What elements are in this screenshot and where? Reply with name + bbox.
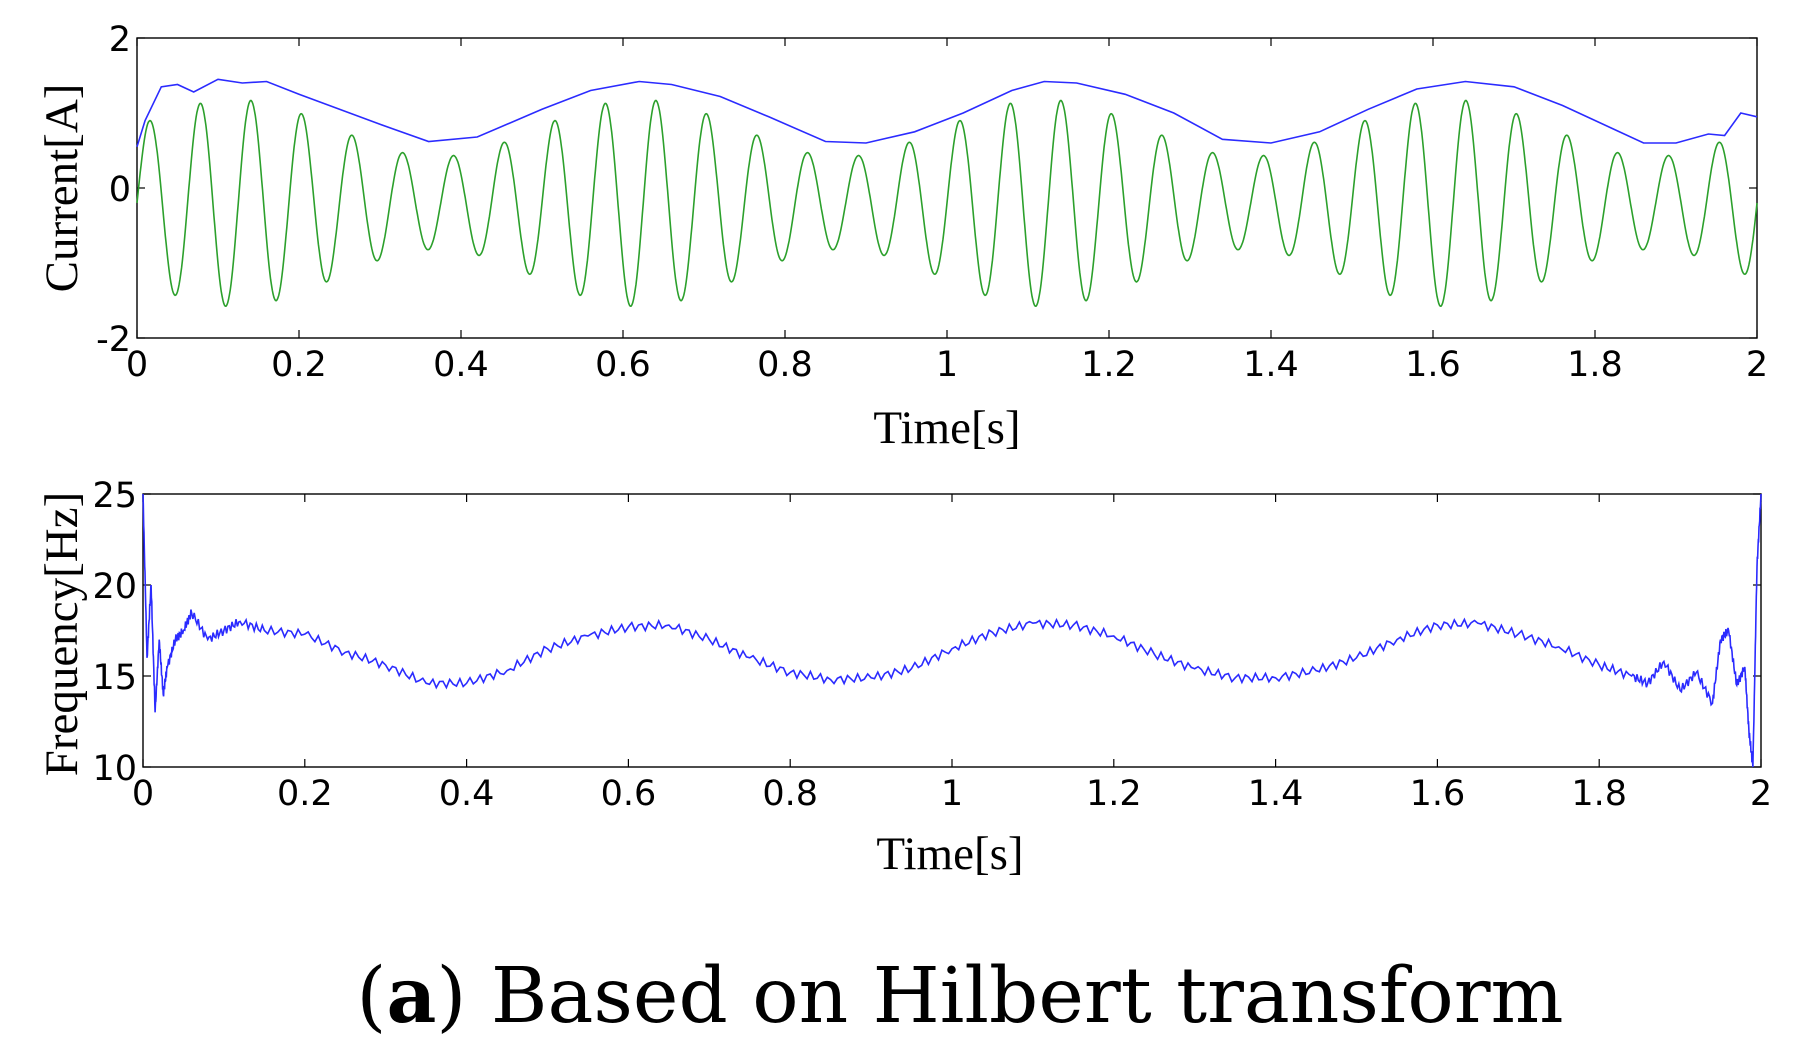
current-y-ticks: -2 0 2 (96, 20, 1757, 360)
caption-text: ) Based on Hilbert transform (436, 952, 1563, 1041)
x-tick-label: 2 (1750, 774, 1772, 814)
y-tick-label: -2 (96, 320, 131, 360)
x-tick-label: 0.8 (762, 774, 818, 814)
x-tick-label: 0.4 (439, 774, 495, 814)
x-tick-label: 1.6 (1405, 345, 1461, 385)
x-tick-label: 1.4 (1243, 345, 1299, 385)
series-line-current (136, 99, 1758, 308)
x-tick-label: 0 (132, 774, 154, 814)
x-tick-label: 2 (1746, 345, 1768, 385)
x-tick-label: 1 (941, 774, 963, 814)
x-tick-label: 0.6 (601, 774, 657, 814)
frequency-x-ticks: 0 0.2 0.4 0.6 0.8 1 1.2 1.4 1.6 1.8 2 (132, 494, 1772, 814)
y-tick-label: 10 (92, 749, 137, 789)
frequency-x-axis-title: Time[s] (876, 828, 1023, 880)
x-tick-label: 1.4 (1248, 774, 1304, 814)
current-plot-area (136, 37, 1758, 339)
caption-open-paren: ( (356, 952, 386, 1041)
x-tick-label: 0.8 (757, 345, 813, 385)
frequency-series (142, 493, 1762, 768)
y-tick-label: 15 (92, 658, 137, 698)
y-tick-label: 20 (92, 567, 137, 607)
frequency-plot-area (142, 493, 1762, 768)
x-tick-label: 1.8 (1567, 345, 1623, 385)
x-tick-label: 0.6 (595, 345, 651, 385)
current-chart: 0 0.2 0.4 0.6 0.8 1 1.2 1.4 1.6 1.8 2 -202 Time[s]… (36, 20, 1768, 454)
current-x-axis-title: Time[s] (873, 402, 1020, 454)
x-tick-label: 1.2 (1086, 774, 1142, 814)
frequency-chart: 0 0.2 0.4 0.6 0.8 1 1.2 1.4 1.6 1.8 2 10 15 20 25 Tim… (36, 476, 1772, 880)
x-tick-label: 0.2 (277, 774, 333, 814)
series-line-instantaneous-frequency (142, 493, 1762, 768)
frequency-y-axis-title: Frequency[Hz] (36, 492, 88, 776)
x-tick-label: 1.6 (1410, 774, 1466, 814)
y-tick-label: 25 (92, 476, 137, 516)
current-y-axis-title: Current[A] (36, 84, 88, 293)
current-x-ticks: 0 0.2 0.4 0.6 0.8 1 1.2 1.4 1.6 1.8 2 (126, 38, 1768, 385)
x-tick-label: 0.2 (271, 345, 327, 385)
x-tick-label: 0 (126, 345, 148, 385)
caption-letter: a (386, 951, 436, 1041)
figure-caption: (a) Based on Hilbert transform (356, 951, 1563, 1041)
y-tick-label: 2 (109, 20, 131, 60)
x-tick-label: 1 (936, 345, 958, 385)
y-tick-label: 0 (109, 170, 131, 210)
current-series (136, 78, 1758, 308)
series-line-envelope (136, 78, 1758, 148)
x-tick-label: 1.2 (1081, 345, 1137, 385)
x-tick-label: 0.4 (433, 345, 489, 385)
x-tick-label: 1.8 (1571, 774, 1627, 814)
